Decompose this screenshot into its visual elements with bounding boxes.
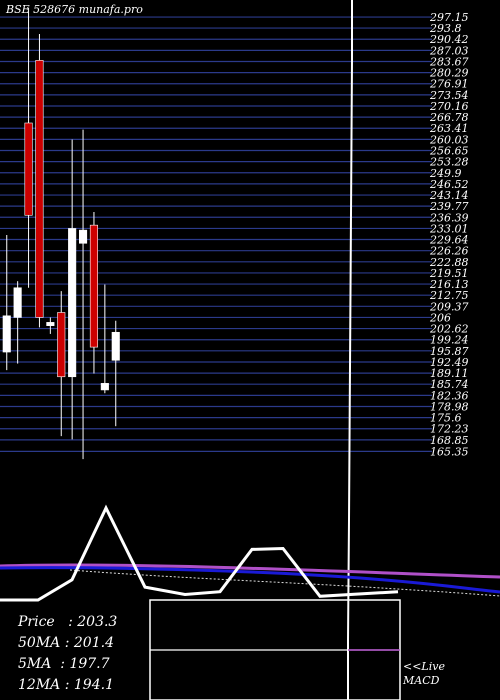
price-tick-label: 266.78 [429,111,469,124]
price-tick-label: 236.39 [429,211,469,224]
site-name: munafa.pro [78,3,143,16]
price-tick-label: 276.91 [429,78,469,91]
bear-candle [24,122,33,216]
price-tick-label: 253.28 [429,156,469,169]
price-tick-label: 219.51 [429,267,469,280]
price-tick-label: 256.65 [429,145,469,158]
price-tick-label: 297.15 [429,11,469,24]
price-tick-label: 178.98 [430,400,469,413]
price-tick-label: 192.49 [430,356,469,369]
price-tick-label: 206 [429,311,451,324]
ma-line-dotted [69,569,500,597]
price-tick-label: 290.42 [429,33,469,46]
price-tick-label: 222.88 [429,256,469,269]
price-tick-label: 212.75 [429,289,469,302]
ma-line-12MA [0,566,500,594]
live-label[interactable]: <<Live [403,660,445,673]
price-tick-label: 283.67 [429,55,469,68]
price-tick-label: 273.54 [429,89,469,102]
live-macd-link[interactable]: <<Live MACD [403,660,445,688]
stat-value: 201.4 [73,635,114,651]
price-tick-label: 202.62 [429,323,469,336]
stat-price: Price : 203.3 [18,614,118,630]
price-tick-label: 185.74 [430,378,469,391]
ma-line-50MA [0,563,500,579]
stat-5ma: 5MA : 197.7 [18,656,110,672]
bull-candle [79,229,88,244]
candlesticks [2,7,120,460]
live-price-line [347,0,353,700]
bull-candle [46,322,55,326]
price-tick-label: 195.87 [430,345,469,358]
stat-value: 203.3 [77,614,118,630]
price-axis-labels: 297.15293.8290.42287.03283.67280.29276.9… [429,11,469,458]
price-tick-label: 293.8 [429,22,462,35]
price-tick-label: 249.9 [429,167,462,180]
price-tick-label: 216.13 [429,278,469,291]
stock-code: BSE 528676 [6,3,76,16]
stat-50ma: 50MA : 201.4 [18,635,114,651]
stat-label: 50MA [18,635,61,651]
price-tick-label: 233.01 [429,222,469,235]
price-tick-label: 168.85 [430,434,469,447]
price-tick-label: 165.35 [430,445,469,458]
bear-candle [35,60,44,318]
stat-label: 12MA [18,677,61,693]
price-gridlines [0,16,432,453]
stat-value: 197.7 [69,656,110,672]
bear-candle [89,224,98,348]
bull-candle [100,383,109,391]
price-tick-label: 263.41 [429,122,469,135]
price-tick-label: 175.6 [430,412,462,425]
price-tick-label: 270.16 [429,100,469,113]
price-tick-label: 287.03 [429,44,469,57]
bull-candle [111,331,120,361]
price-tick-label: 172.23 [430,423,469,436]
price-tick-label: 229.64 [429,234,469,247]
price-tick-label: 260.03 [429,133,469,146]
chart-header: BSE 528676 munafa.pro [6,3,143,16]
stat-label: Price [18,614,55,630]
price-tick-label: 226.26 [429,245,469,258]
price-tick-label: 189.11 [430,367,469,380]
price-tick-label: 243.14 [429,189,469,202]
stat-12ma: 12MA : 194.1 [18,677,114,693]
profile-line [0,504,399,602]
bear-candle [57,312,66,378]
price-tick-label: 182.36 [430,389,469,402]
stats-panel: Price : 203.3 50MA : 201.4 5MA : 197.7 1… [18,612,117,696]
price-tick-label: 209.37 [429,300,469,313]
bull-candle [2,315,11,353]
stat-label: 5MA [18,656,52,672]
price-tick-label: 246.52 [429,178,469,191]
bull-candle [13,287,22,318]
price-tick-label: 199.24 [430,334,469,347]
price-tick-label: 280.29 [429,67,469,80]
stat-value: 194.1 [73,677,114,693]
price-tick-label: 239.77 [429,200,469,213]
bull-candle [68,228,77,378]
macd-label[interactable]: MACD [403,674,440,687]
